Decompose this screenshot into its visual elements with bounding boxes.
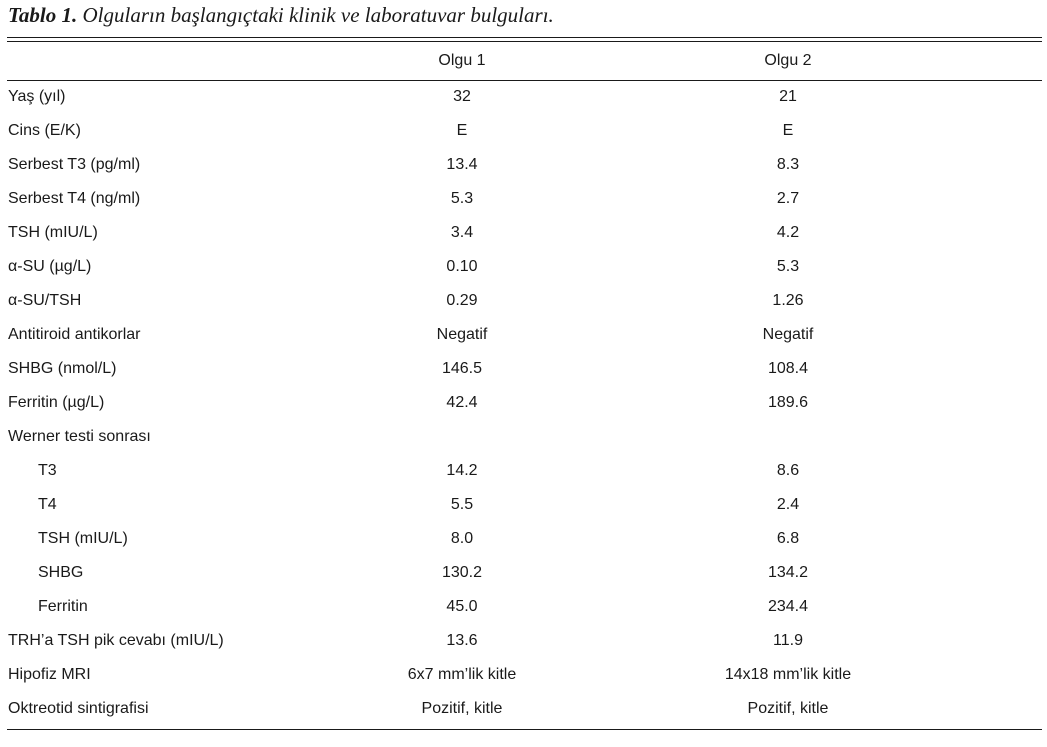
table-row: TSH (mIU/L) 8.0 6.8 bbox=[7, 522, 1042, 556]
row-label: Serbest T3 (pg/ml) bbox=[8, 156, 141, 173]
table-row: Serbest T3 (pg/ml) 13.4 8.3 bbox=[7, 148, 1042, 182]
row-label: T3 bbox=[38, 462, 57, 479]
olgu-1-value: 8.0 bbox=[450, 530, 474, 547]
row-label: Ferritin (µg/L) bbox=[8, 394, 105, 411]
table-row: Antitiroid antikorlar Negatif Negatif bbox=[7, 318, 1042, 352]
row-label: Oktreotid sintigrafisi bbox=[8, 700, 149, 717]
olgu-2-value: 2.7 bbox=[776, 190, 800, 207]
row-label: Ferritin bbox=[38, 598, 88, 615]
table-body: Yaş (yıl) 32 21 Cins (E/K) E E Serbest T3 (pg/… bbox=[7, 80, 1042, 726]
findings-table: Olgu 1 Olgu 2 Yaş (yıl) 32 21 Cins (E/K) E E S… bbox=[7, 44, 1042, 726]
olgu-2-value: 21 bbox=[779, 88, 797, 105]
table-row: Hipofiz MRI 6x7 mm’lik kitle 14x18 mm’lik … bbox=[7, 658, 1042, 692]
top-rule-second bbox=[7, 41, 1042, 42]
olgu-2-value: 14x18 mm’lik kitle bbox=[724, 666, 852, 683]
caption-label: Tablo 1. bbox=[8, 3, 78, 27]
olgu-1-value: 146.5 bbox=[441, 360, 483, 377]
table-row: TRH’a TSH pik cevabı (mIU/L) 13.6 11.9 bbox=[7, 624, 1042, 658]
table-row: Cins (E/K) E E bbox=[7, 114, 1042, 148]
olgu-2-value: 5.3 bbox=[776, 258, 800, 275]
table-row: Werner testi sonrası bbox=[7, 420, 1042, 454]
table-row: Ferritin 45.0 234.4 bbox=[7, 590, 1042, 624]
table-row: SHBG 130.2 134.2 bbox=[7, 556, 1042, 590]
table-caption: Tablo 1. Olguların başlangıçtaki klinik … bbox=[8, 3, 554, 28]
olgu-1-value: Pozitif, kitle bbox=[421, 700, 503, 717]
olgu-2-value: 134.2 bbox=[767, 564, 809, 581]
olgu-2-value: Negatif bbox=[762, 326, 814, 343]
olgu-2-value: E bbox=[782, 122, 794, 139]
caption-text: Olguların başlangıçtaki klinik ve labora… bbox=[77, 3, 554, 27]
row-label: Cins (E/K) bbox=[8, 122, 81, 139]
header-olgu-1: Olgu 1 bbox=[438, 52, 486, 69]
row-label: TSH (mIU/L) bbox=[38, 530, 128, 547]
olgu-1-value: 5.5 bbox=[450, 496, 474, 513]
header-olgu-2: Olgu 2 bbox=[764, 52, 812, 69]
row-label: TSH (mIU/L) bbox=[8, 224, 98, 241]
olgu-2-value: 6.8 bbox=[776, 530, 800, 547]
olgu-2-value: 11.9 bbox=[773, 632, 803, 649]
olgu-2-value: 234.4 bbox=[767, 598, 809, 615]
olgu-2-value: 108.4 bbox=[767, 360, 809, 377]
table-row: Yaş (yıl) 32 21 bbox=[7, 80, 1042, 114]
olgu-1-value: 3.4 bbox=[450, 224, 474, 241]
row-label: α-SU (µg/L) bbox=[8, 258, 92, 275]
table-row: SHBG (nmol/L) 146.5 108.4 bbox=[7, 352, 1042, 386]
olgu-2-value: 1.26 bbox=[772, 292, 804, 309]
table-row: Oktreotid sintigrafisi Pozitif, kitle Pozi… bbox=[7, 692, 1042, 726]
table-row: α-SU (µg/L) 0.10 5.3 bbox=[7, 250, 1042, 284]
row-label: Antitiroid antikorlar bbox=[8, 326, 141, 343]
row-label: SHBG (nmol/L) bbox=[8, 360, 117, 377]
bottom-rule bbox=[7, 729, 1042, 730]
table-row: TSH (mIU/L) 3.4 4.2 bbox=[7, 216, 1042, 250]
table-row: T3 14.2 8.6 bbox=[7, 454, 1042, 488]
table-row: Serbest T4 (ng/ml) 5.3 2.7 bbox=[7, 182, 1042, 216]
table-row: Ferritin (µg/L) 42.4 189.6 bbox=[7, 386, 1042, 420]
olgu-2-value: 8.6 bbox=[776, 462, 800, 479]
header-rule bbox=[7, 80, 1042, 81]
olgu-2-value: 189.6 bbox=[767, 394, 809, 411]
row-label: α-SU/TSH bbox=[8, 292, 82, 309]
olgu-1-value: 5.3 bbox=[450, 190, 474, 207]
row-label: Serbest T4 (ng/ml) bbox=[8, 190, 141, 207]
olgu-1-value: 32 bbox=[453, 88, 471, 105]
row-label: TRH’a TSH pik cevabı (mIU/L) bbox=[8, 632, 224, 649]
row-label: Yaş (yıl) bbox=[8, 88, 66, 105]
olgu-1-value: 42.4 bbox=[446, 394, 478, 411]
table-row: T4 5.5 2.4 bbox=[7, 488, 1042, 522]
olgu-1-value: 0.10 bbox=[446, 258, 478, 275]
row-label: Hipofiz MRI bbox=[8, 666, 91, 683]
olgu-1-value: 13.6 bbox=[446, 632, 478, 649]
olgu-1-value: 14.2 bbox=[446, 462, 478, 479]
olgu-1-value: 0.29 bbox=[446, 292, 478, 309]
olgu-2-value: 2.4 bbox=[776, 496, 800, 513]
top-rule bbox=[7, 37, 1042, 38]
olgu-1-value: 13.4 bbox=[446, 156, 478, 173]
olgu-2-value: Pozitif, kitle bbox=[747, 700, 829, 717]
olgu-1-value: Negatif bbox=[436, 326, 488, 343]
olgu-1-value: 130.2 bbox=[441, 564, 483, 581]
olgu-1-value: 45.0 bbox=[446, 598, 478, 615]
row-label: SHBG bbox=[38, 564, 84, 581]
olgu-1-value: 6x7 mm’lik kitle bbox=[407, 666, 517, 683]
olgu-2-value: 8.3 bbox=[776, 156, 800, 173]
table-row: α-SU/TSH 0.29 1.26 bbox=[7, 284, 1042, 318]
row-label: T4 bbox=[38, 496, 57, 513]
row-label: Werner testi sonrası bbox=[8, 428, 151, 445]
table-header: Olgu 1 Olgu 2 bbox=[7, 44, 1042, 78]
olgu-2-value: 4.2 bbox=[776, 224, 800, 241]
olgu-1-value: E bbox=[456, 122, 468, 139]
